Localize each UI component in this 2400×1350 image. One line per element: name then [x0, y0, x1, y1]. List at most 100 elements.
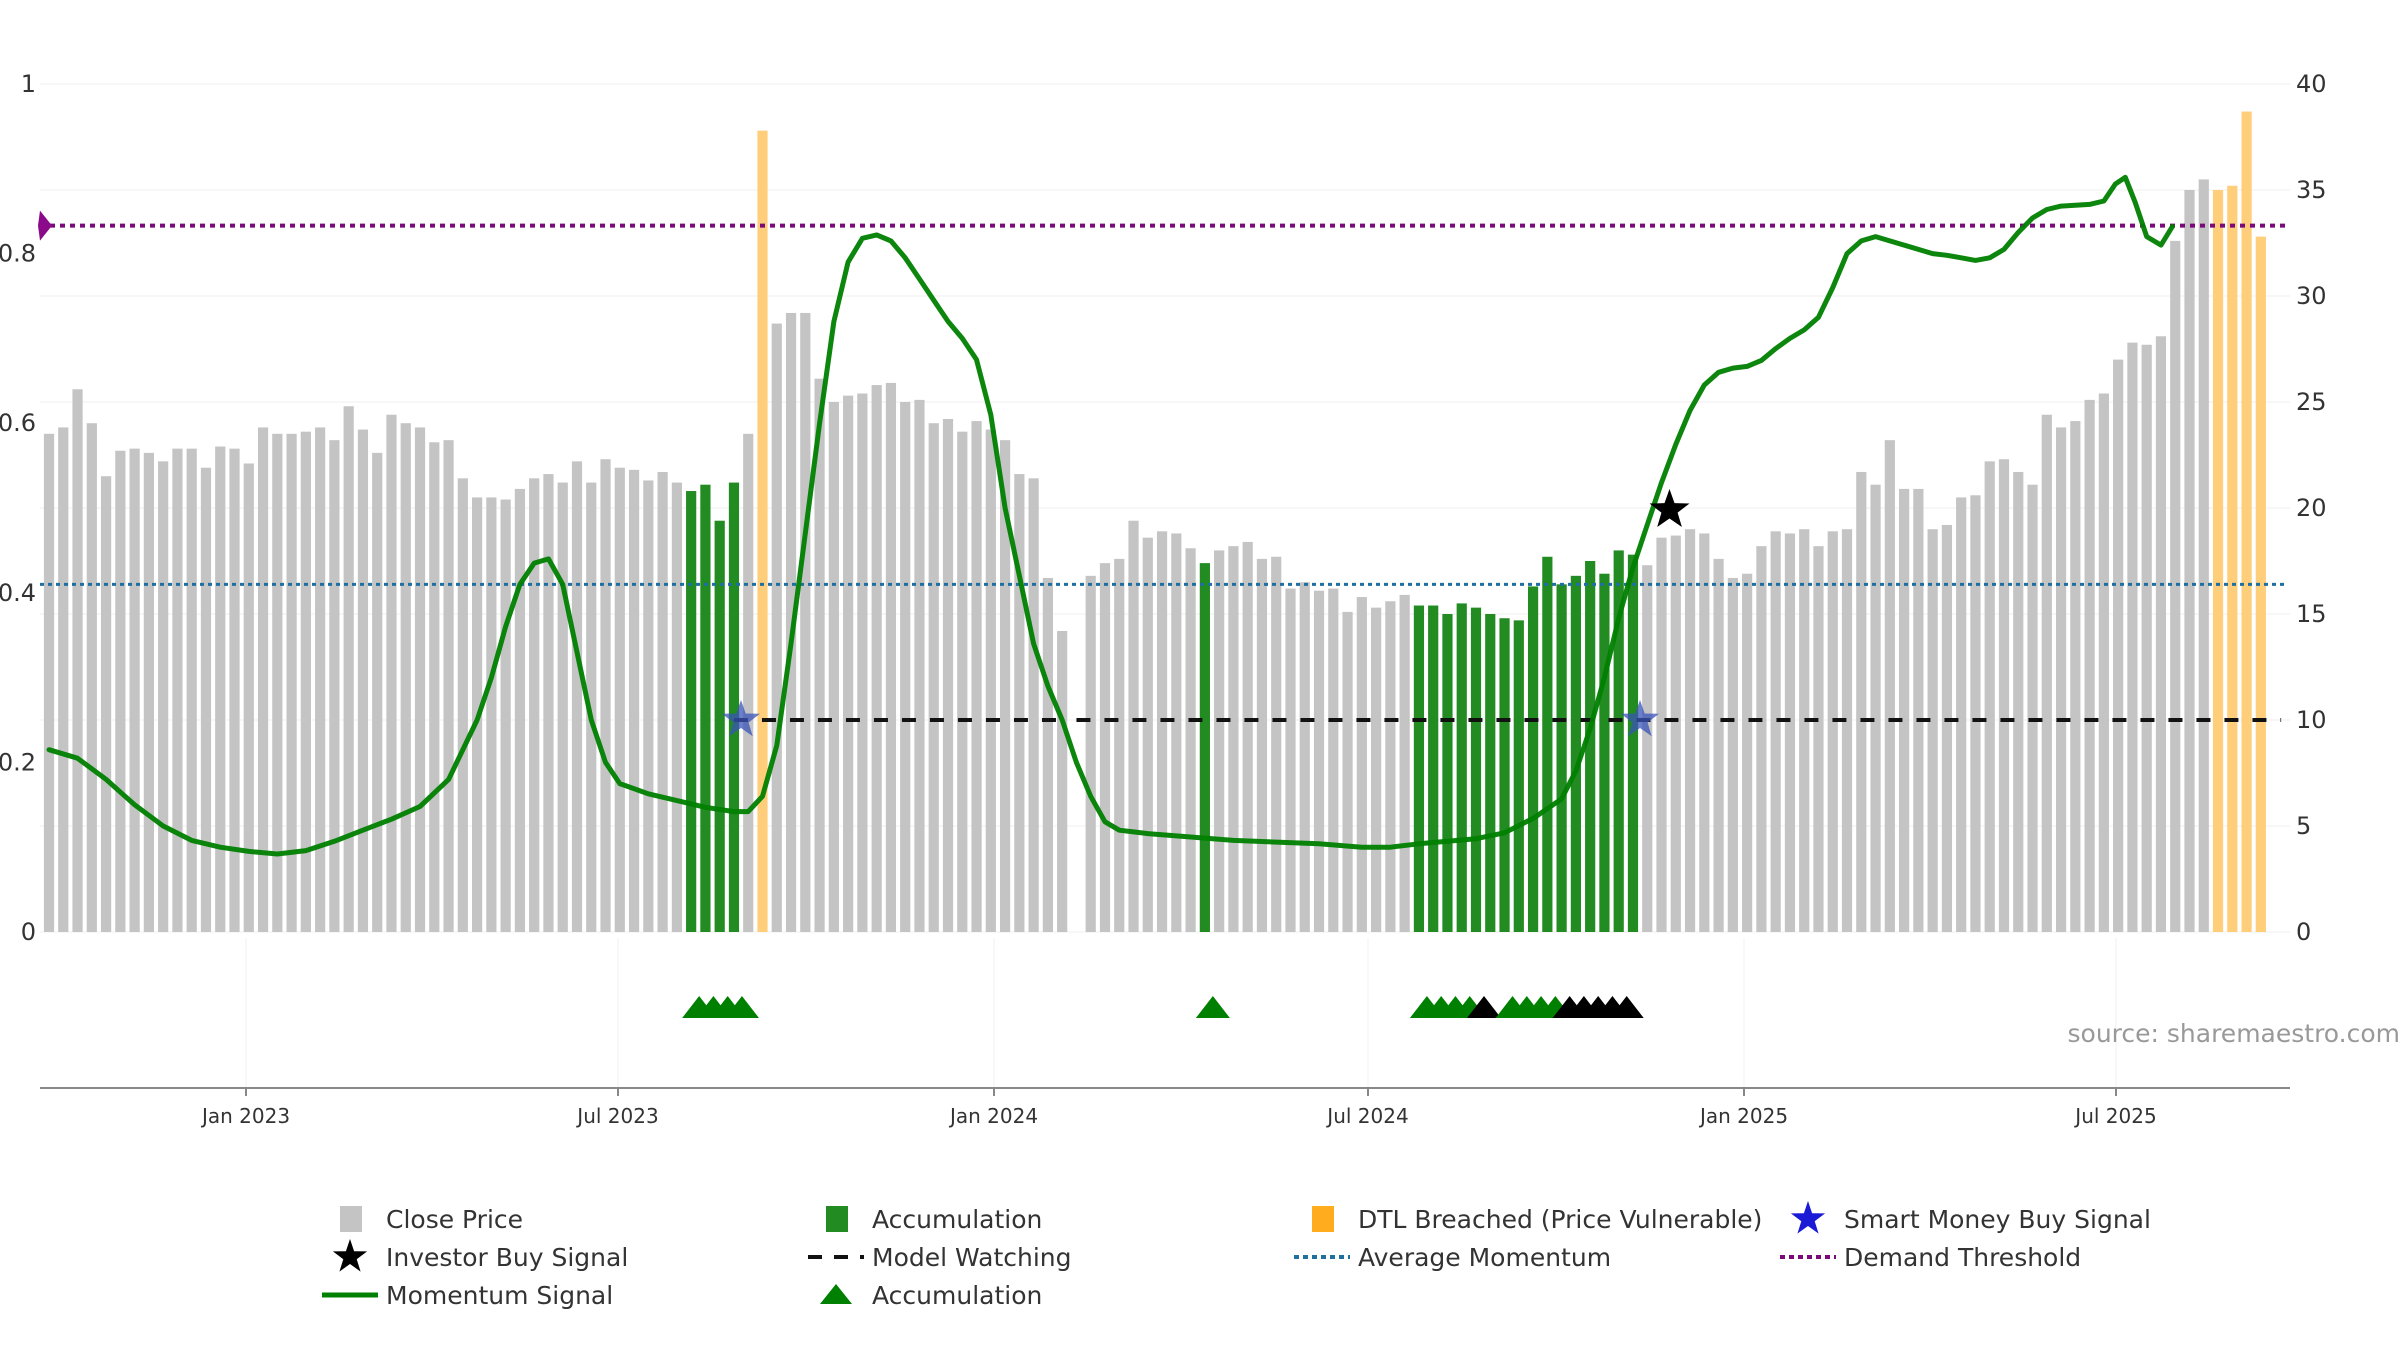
accumulation-bar — [1542, 556, 1553, 932]
close-price-bar — [429, 442, 440, 932]
close-price-bar — [1856, 471, 1867, 932]
accumulation-bar — [1585, 561, 1596, 932]
accumulation-bar — [1413, 605, 1425, 932]
close-price-bar — [300, 431, 311, 932]
accumulation-bar — [1485, 614, 1496, 932]
close-price-bar — [1285, 588, 1296, 932]
close-price-bar — [143, 452, 154, 932]
close-price-bar — [257, 427, 269, 932]
y-right-tick-label: 10 — [2296, 706, 2327, 734]
legend-label: Close Price — [386, 1204, 524, 1234]
accumulation-bar — [1470, 607, 1482, 932]
investor-buy-star — [1649, 489, 1690, 527]
close-price-bar — [1941, 524, 1953, 932]
legend-item-investor: Investor Buy Signal — [320, 1238, 628, 1276]
close-price-bar — [1313, 590, 1325, 932]
close-price-bar — [1014, 474, 1025, 932]
close-price-bar — [2184, 190, 2195, 932]
close-price-bar — [1927, 529, 1938, 932]
close-price-bar — [785, 312, 797, 933]
close-price-bar — [671, 482, 682, 932]
accumulation-bar — [1199, 563, 1210, 932]
y-right-tick-label: 25 — [2296, 388, 2327, 416]
y-left-tick-label: 0.6 — [0, 409, 36, 437]
close-price-bar — [329, 440, 340, 932]
x-tick-label: Jul 2025 — [2073, 1104, 2156, 1128]
legend-label: Smart Money Buy Signal — [1844, 1204, 2151, 1234]
smart-money-star — [1620, 700, 1659, 737]
accumulation-bar — [1556, 584, 1567, 932]
close-price-bar — [100, 476, 112, 932]
close-price-bar — [1242, 541, 1253, 932]
close-price-bar — [1670, 535, 1681, 932]
close-price-bar — [1727, 577, 1738, 932]
close-price-bar — [1870, 484, 1881, 932]
close-price-bar — [586, 482, 597, 932]
y-right-tick-label: 20 — [2296, 494, 2327, 522]
momentum-signal-line — [46, 174, 2175, 857]
close-price-bar — [1256, 558, 1268, 932]
close-price-bar — [1756, 546, 1767, 932]
close-price-bar — [286, 433, 297, 932]
accumulation-bar — [1456, 603, 1467, 932]
legend-item-close: Close Price — [320, 1200, 523, 1238]
close-price-bar — [743, 433, 754, 932]
close-price-bar — [43, 433, 55, 932]
close-price-bar — [571, 461, 583, 932]
legend-label: Investor Buy Signal — [386, 1242, 629, 1272]
close-price-bar — [529, 478, 540, 932]
legend-symbol-momentum — [320, 1276, 380, 1314]
close-price-bar — [229, 448, 240, 932]
close-price-bar — [1356, 597, 1367, 932]
close-price-bar — [272, 433, 283, 932]
y-right-tick-label: 40 — [2296, 70, 2327, 98]
close-price-bar — [1742, 573, 1753, 932]
source-label: source: sharemaestro.com — [2068, 1019, 2400, 1048]
close-price-bar — [1884, 440, 1895, 932]
y-right-tick-label: 5 — [2296, 812, 2311, 840]
close-price-bar — [814, 378, 825, 932]
close-price-bar — [1970, 495, 1981, 932]
price-bars — [43, 111, 2266, 933]
close-price-bar — [315, 427, 326, 932]
dtl-bar — [2255, 236, 2266, 932]
close-price-bar — [400, 423, 411, 932]
close-price-bar — [2055, 427, 2067, 932]
close-price-bar — [1956, 497, 1967, 932]
close-price-bar — [2170, 240, 2181, 932]
close-price-bar — [1128, 520, 1139, 932]
close-price-bar — [1142, 537, 1153, 932]
close-price-bar — [2027, 484, 2038, 932]
legend-symbol-close — [320, 1200, 380, 1238]
close-price-bar — [1371, 607, 1382, 932]
close-price-bar — [985, 429, 996, 932]
close-price-bar — [2155, 336, 2167, 932]
legend-label: Momentum Signal — [386, 1280, 614, 1310]
close-price-bar — [543, 474, 554, 932]
close-price-bar — [1770, 531, 1781, 932]
accumulation-bar — [1513, 620, 1524, 932]
legend-symbol-dtl — [1292, 1200, 1352, 1238]
close-price-bar — [372, 452, 383, 932]
accumulation-bar — [686, 491, 697, 932]
close-price-bar — [1385, 601, 1396, 932]
close-price-bar — [172, 448, 183, 932]
close-price-bar — [971, 421, 982, 932]
close-price-bar — [1328, 588, 1339, 932]
close-price-bar — [86, 423, 97, 932]
close-price-bar — [1042, 577, 1053, 932]
legend-symbol-smart — [1778, 1200, 1838, 1238]
smart-money-star — [721, 700, 760, 737]
legend-label: Accumulation — [872, 1204, 1043, 1234]
legend-label: Accumulation — [872, 1280, 1043, 1310]
close-price-bar — [215, 446, 226, 932]
close-price-bar — [129, 448, 140, 932]
close-price-bar — [614, 467, 625, 932]
close-price-bar — [2113, 359, 2124, 933]
y-right-tick-label: 0 — [2296, 918, 2311, 946]
legend-symbol-accum_tri — [806, 1276, 866, 1314]
close-price-bar — [643, 480, 654, 932]
close-price-bar — [2041, 414, 2052, 933]
